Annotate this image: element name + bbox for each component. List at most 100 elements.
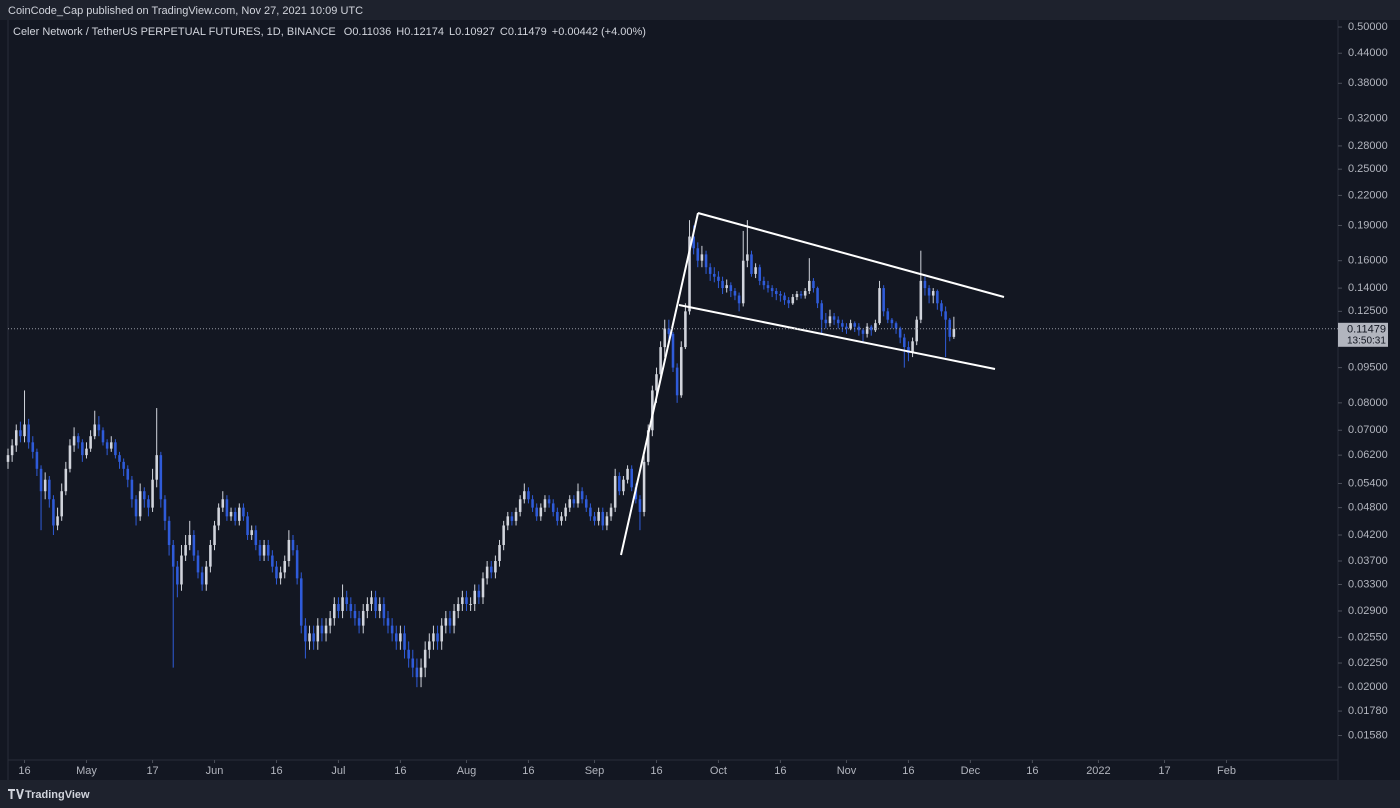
candle-body (89, 436, 92, 449)
candle-body (452, 610, 456, 626)
candle-body (266, 545, 270, 556)
candle-body (774, 291, 778, 295)
candle-body (283, 561, 287, 573)
candle-body (105, 442, 109, 449)
x-tick-label: 16 (18, 765, 30, 777)
candle-body (242, 507, 245, 517)
y-tick-label: 0.09500 (1348, 362, 1388, 374)
candle-body (23, 424, 26, 437)
x-tick-label: 17 (146, 765, 158, 777)
candle-body (523, 491, 526, 500)
footer-brand: TradingView (25, 789, 90, 801)
x-tick-label: 16 (1026, 765, 1038, 777)
legend: Celer Network / TetherUS PERPETUAL FUTUR… (13, 26, 646, 38)
candle-body (238, 507, 241, 521)
x-tick-label: 17 (1158, 765, 1170, 777)
candle-body (287, 539, 291, 562)
candle-body (432, 633, 435, 642)
candle-body (489, 566, 493, 573)
candle-body (440, 625, 443, 642)
channel-top (697, 212, 1005, 298)
candle-body (741, 260, 745, 304)
candle-body (155, 455, 158, 480)
candle-body (138, 491, 142, 517)
candle-body (477, 590, 481, 598)
candle-body (411, 658, 415, 668)
candle-body (246, 516, 249, 536)
y-tick-label: 0.07000 (1348, 424, 1388, 436)
candle-body (481, 578, 485, 598)
x-tick-label: Feb (1217, 765, 1236, 777)
candle-body (931, 291, 935, 296)
x-tick-label: May (76, 765, 97, 777)
candle-body (618, 476, 621, 492)
candle-body (651, 390, 654, 431)
candle-body (337, 604, 340, 611)
candle-body (597, 511, 600, 521)
legend-value: 0.11036 (352, 26, 391, 38)
candle-body (382, 604, 386, 619)
candle-body (341, 597, 344, 611)
candle-body (622, 479, 625, 492)
y-tick-label: 0.50000 (1348, 21, 1388, 33)
drawings (620, 212, 1005, 556)
candle-body (275, 566, 278, 579)
candle-body (494, 561, 497, 573)
candle-body (52, 499, 55, 526)
candle-body (737, 295, 741, 304)
symbol: Celer Network / TetherUS PERPETUAL FUTUR… (13, 26, 336, 38)
candle-body (886, 311, 890, 320)
candle-body (19, 430, 22, 437)
candle-body (803, 291, 807, 296)
candle-body (118, 455, 121, 462)
candle-body (27, 424, 30, 443)
candle-body (31, 442, 35, 452)
candle-body (845, 326, 848, 329)
y-tick-label: 0.03300 (1348, 578, 1388, 590)
candle-body (898, 328, 902, 338)
y-tick-label: 0.44000 (1348, 47, 1388, 59)
x-tick-label: Jun (206, 765, 224, 777)
candle-body (436, 633, 439, 642)
candle-body (407, 649, 410, 659)
y-tick-label: 0.04200 (1348, 529, 1388, 541)
candle-body (258, 545, 262, 556)
y-tick-label: 0.03700 (1348, 555, 1388, 567)
candle-body (762, 280, 766, 286)
candle-body (184, 545, 187, 556)
y-tick-label: 0.02550 (1348, 631, 1388, 643)
candle-body (56, 516, 59, 526)
candle-body (952, 328, 956, 337)
candle-body (605, 516, 609, 526)
candle-body (659, 347, 662, 375)
candle-body (696, 248, 700, 261)
candle-body (630, 468, 633, 488)
legend-change: +0.00442 (+4.00%) (552, 26, 646, 38)
candle-body (535, 507, 538, 517)
legend-value: 0.12174 (404, 26, 444, 38)
candle-body (469, 604, 472, 606)
legend-key: C (500, 26, 508, 38)
candle-body (68, 445, 72, 469)
candle-body (758, 267, 762, 281)
candle-body (514, 511, 518, 521)
candle-body (48, 479, 51, 500)
y-tick-label: 0.12500 (1348, 305, 1388, 317)
candle-body (684, 311, 687, 348)
candle-body (324, 625, 328, 634)
candle-body (746, 254, 749, 261)
candle-body (93, 424, 97, 437)
candle-body (456, 604, 460, 611)
candle-body (465, 597, 468, 605)
candle-body (510, 516, 514, 521)
x-tick-label: Jul (331, 765, 345, 777)
candle-body (147, 499, 150, 508)
candle-body (725, 285, 728, 289)
candle-body (64, 468, 68, 492)
candle-body (882, 288, 885, 312)
candle-body (60, 491, 63, 517)
candle-body (196, 555, 200, 573)
candle-body (551, 503, 555, 512)
price-tag-value: 0.11479 (1347, 324, 1386, 336)
